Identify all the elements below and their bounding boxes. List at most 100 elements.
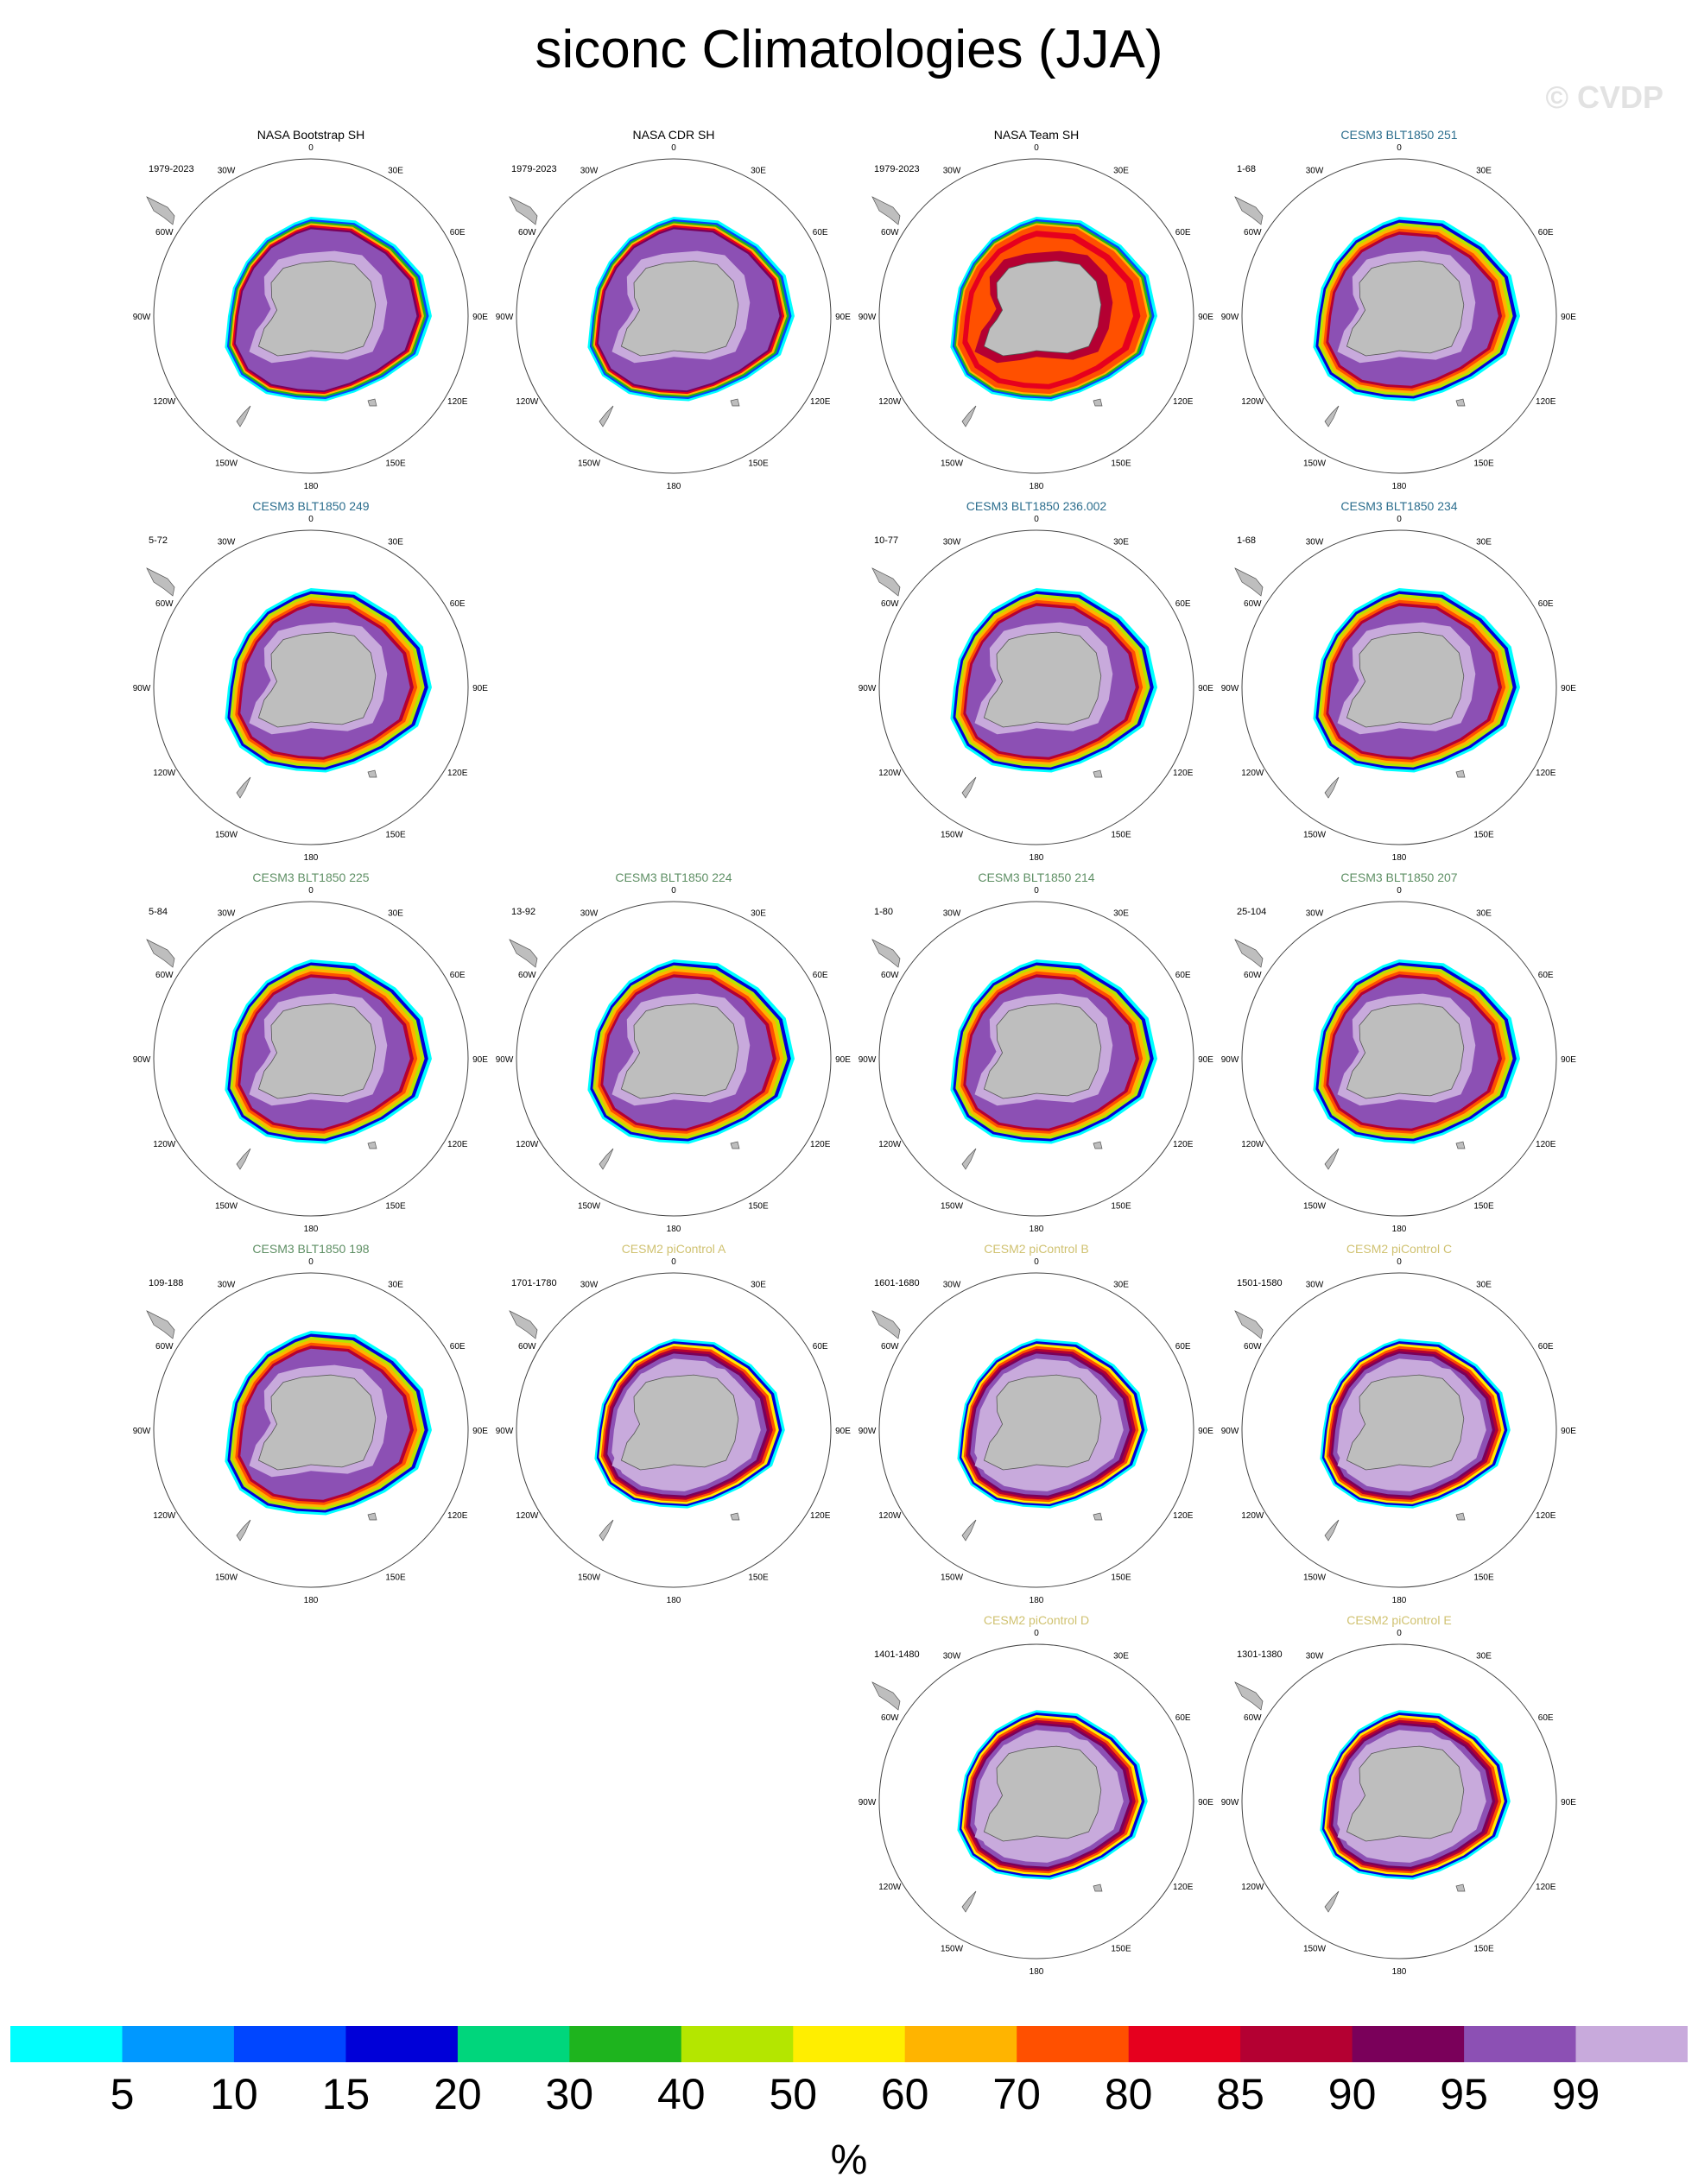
watermark: © CVDP [1545,79,1663,115]
longitude-label: 60E [1175,228,1191,237]
new-zealand-landmass [236,1148,251,1170]
longitude-label: 60E [1538,971,1554,980]
longitude-label: 90E [1198,1055,1213,1065]
longitude-label: 180 [1030,1225,1044,1233]
longitude-label: 30W [580,1280,599,1289]
longitude-label: 120E [1536,1511,1556,1521]
longitude-label: 150E [1473,1202,1494,1212]
panel-years: 1979-2023 [874,164,920,174]
longitude-label: 90E [1561,1798,1576,1807]
longitude-label: 90E [1561,1427,1576,1436]
panel-title: CESM3 BLT1850 214 [978,870,1095,884]
longitude-label: 150E [385,1573,406,1583]
tasmania-landmass [730,1141,740,1149]
longitude-label: 180 [304,853,319,862]
new-zealand-landmass [1324,1148,1340,1170]
panel-years: 1-80 [874,907,894,917]
longitude-label: 90E [472,684,488,693]
longitude-label: 120E [1173,397,1194,407]
map-panel: CESM2 piControl D 0 30E 60E 90E 120E 150E 180 15… [855,1613,1218,1976]
longitude-label: 90W [496,1055,514,1065]
longitude-label: 30E [388,1280,403,1289]
longitude-label: 60W [518,1342,536,1352]
longitude-label: 180 [1392,1967,1407,1976]
longitude-label: 150E [1111,831,1131,840]
panel-title: CESM3 BLT1850 234 [1340,499,1458,513]
south-america-landmass [871,1681,901,1711]
tasmania-landmass [730,398,740,407]
longitude-label: 90E [1561,684,1576,693]
longitude-label: 30W [943,537,961,547]
polar-map: 0 30E 60E 90E 120E 150E 180 150W 120W 90W 60W 30W [133,515,489,862]
colorbar-swatch [10,2026,123,2062]
polar-map: 0 30E 60E 90E 120E 150E 180 150W 120W 90W 60W 30W [496,143,852,491]
panel-years: 109-188 [149,1278,184,1288]
antarctica-landmass [983,1003,1102,1099]
colorbar-tick-label: 15 [322,2070,371,2112]
longitude-label: 0 [1397,886,1402,896]
longitude-label: 120E [1173,769,1194,778]
longitude-label: 120E [1536,769,1556,778]
antarctica-landmass [620,1003,739,1099]
tasmania-landmass [367,398,377,407]
longitude-label: 30E [1476,908,1492,918]
longitude-label: 120W [153,397,176,407]
panel-years: 1979-2023 [511,164,557,174]
map-panel: CESM3 BLT1850 198 0 30E 60E 90E 120E 150E 180 15… [130,1242,492,1605]
longitude-label: 150W [1303,1202,1327,1212]
map-panel: CESM2 piControl A 0 30E 60E 90E 120E 150E 180 15… [492,1242,855,1605]
longitude-label: 90W [1221,1427,1239,1436]
colorbar-tick-label: 50 [769,2070,817,2112]
map-panel: CESM3 BLT1850 251 0 30E 60E 90E 120E 150E 180 15… [1218,128,1581,491]
longitude-label: 150E [748,1202,769,1212]
longitude-label: 0 [1397,1629,1402,1638]
longitude-label: 150W [941,459,964,469]
longitude-label: 30W [580,908,599,918]
longitude-label: 60W [1244,228,1262,237]
longitude-label: 0 [1397,515,1402,524]
longitude-label: 30W [1306,1651,1324,1661]
longitude-label: 150W [1303,1573,1327,1583]
panel-title: CESM2 piControl D [983,1613,1090,1627]
south-america-landmass [509,1310,538,1339]
colorbar: 5 10 15 20 30 40 50 60 70 80 85 90 95 99 [10,2026,1688,2112]
longitude-label: 60W [1244,1342,1262,1352]
antarctica-landmass [257,1003,377,1099]
colorbar-swatch [793,2026,906,2062]
longitude-label: 90W [859,1427,877,1436]
longitude-label: 60E [450,228,466,237]
longitude-label: 150W [215,459,238,469]
south-america-landmass [1234,939,1264,968]
polar-map: 0 30E 60E 90E 120E 150E 180 150W 120W 90W 60W 30W [859,886,1214,1233]
longitude-label: 0 [1034,1257,1039,1267]
south-america-landmass [146,939,175,968]
longitude-label: 60W [881,599,899,609]
longitude-label: 150E [1473,1945,1494,1954]
longitude-label: 150W [1303,1945,1327,1954]
polar-map: 0 30E 60E 90E 120E 150E 180 150W 120W 90W 60W 30W [1221,1257,1577,1605]
longitude-label: 60E [1175,1342,1191,1352]
polar-map: 0 30E 60E 90E 120E 150E 180 150W 120W 90W 60W 30W [859,1257,1214,1605]
longitude-label: 120E [1173,1511,1194,1521]
longitude-label: 60E [1538,228,1554,237]
longitude-label: 30E [751,908,766,918]
longitude-label: 120E [1536,397,1556,407]
panel-years: 1-68 [1237,535,1257,546]
longitude-label: 60W [155,971,174,980]
longitude-label: 150E [1111,1573,1131,1583]
longitude-label: 150W [941,1202,964,1212]
longitude-label: 120W [153,769,176,778]
longitude-label: 150E [1111,1202,1131,1212]
longitude-label: 90W [496,313,514,322]
longitude-label: 120E [1173,1140,1194,1149]
longitude-label: 30E [1113,908,1129,918]
longitude-label: 120E [1536,1883,1556,1892]
antarctica-landmass [983,1374,1102,1471]
antarctica-landmass [983,260,1102,357]
map-panel: CESM3 BLT1850 207 0 30E 60E 90E 120E 150E 180 15… [1218,870,1581,1233]
longitude-label: 90E [835,1055,851,1065]
map-panel: CESM2 piControl B 0 30E 60E 90E 120E 150E 180 15… [855,1242,1218,1605]
longitude-label: 30E [1476,1651,1492,1661]
polar-map: 0 30E 60E 90E 120E 150E 180 150W 120W 90W 60W 30W [1221,515,1577,862]
longitude-label: 60E [450,971,466,980]
